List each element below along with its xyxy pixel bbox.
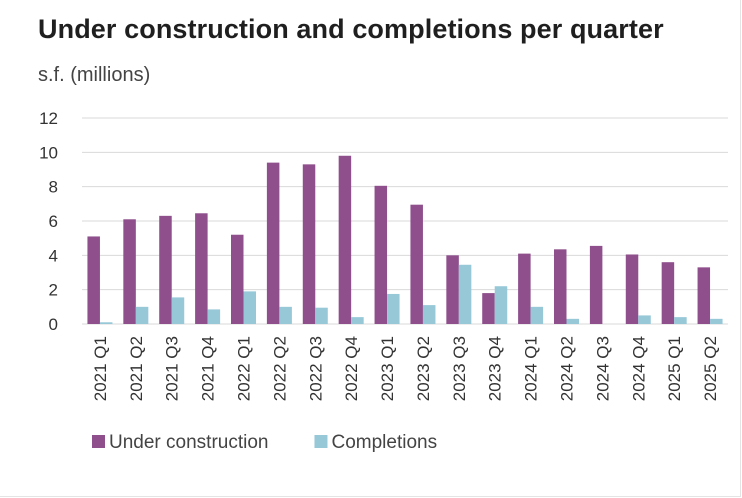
bar-under-construction-8	[374, 185, 388, 324]
bar-completions-12	[530, 306, 544, 324]
x-tick-label-1: 2021 Q2	[127, 336, 146, 401]
x-tick-label-8: 2023 Q1	[378, 336, 397, 401]
legend-label-1: Completions	[331, 432, 437, 453]
y-tick-label-12: 12	[39, 109, 58, 128]
bar-under-construction-0	[87, 236, 100, 324]
x-tick-label-17: 2025 Q2	[701, 336, 720, 401]
x-tick-label-0: 2021 Q1	[91, 336, 110, 401]
y-tick-label-4: 4	[49, 246, 58, 265]
bar-completions-5	[279, 306, 292, 324]
y-tick-label-10: 10	[39, 143, 58, 162]
x-tick-label-4: 2022 Q1	[235, 336, 254, 401]
bar-under-construction-7	[338, 155, 352, 324]
x-tick-label-7: 2022 Q4	[342, 336, 361, 401]
x-tick-label-13: 2024 Q2	[558, 336, 577, 401]
bar-under-construction-16	[661, 262, 675, 324]
x-tick-label-6: 2022 Q3	[306, 336, 325, 401]
bar-completions-0	[99, 322, 113, 324]
bar-completions-7	[351, 317, 364, 324]
bar-under-construction-1	[123, 219, 136, 324]
x-tick-label-11: 2023 Q4	[486, 336, 505, 401]
bar-under-construction-6	[302, 164, 316, 324]
bar-under-construction-17	[697, 267, 711, 324]
x-tick-label-3: 2021 Q4	[199, 336, 218, 401]
bar-completions-9	[422, 305, 436, 324]
bar-under-construction-3	[195, 213, 208, 324]
y-tick-label-0: 0	[49, 315, 58, 334]
bar-completions-11	[494, 286, 508, 324]
bar-under-construction-13	[554, 249, 567, 324]
bar-under-construction-15	[625, 254, 639, 324]
y-tick-label-8: 8	[49, 178, 58, 197]
bar-under-construction-9	[410, 204, 423, 324]
bar-completions-2	[171, 297, 185, 324]
x-tick-label-14: 2024 Q3	[593, 336, 612, 401]
bar-under-construction-4	[231, 234, 244, 324]
bar-completions-3	[207, 309, 221, 324]
bar-under-construction-10	[446, 255, 459, 324]
bar-completions-13	[566, 318, 579, 324]
legend-label-0: Under construction	[109, 432, 268, 453]
bar-under-construction-11	[482, 293, 495, 324]
bar-under-construction-5	[266, 162, 280, 324]
legend-swatch-0	[92, 435, 105, 448]
bar-completions-17	[710, 318, 723, 324]
x-tick-label-10: 2023 Q3	[450, 336, 469, 401]
chart-title: Under construction and completions per q…	[38, 14, 664, 44]
bar-under-construction-14	[589, 245, 603, 324]
bar-under-construction-12	[518, 253, 531, 324]
x-tick-label-12: 2024 Q1	[522, 336, 541, 401]
x-tick-label-15: 2024 Q4	[629, 336, 648, 401]
bar-completions-6	[315, 307, 328, 324]
y-axis-label: s.f. (millions)	[38, 64, 151, 86]
bar-completions-16	[674, 317, 687, 324]
bar-completions-8	[387, 293, 400, 324]
bar-completions-1	[135, 306, 149, 324]
y-tick-label-6: 6	[49, 212, 58, 231]
x-tick-label-9: 2023 Q2	[414, 336, 433, 401]
bar-completions-15	[638, 315, 651, 324]
y-tick-label-2: 2	[49, 281, 58, 300]
bar-completions-4	[243, 291, 256, 324]
bar-completions-10	[458, 264, 472, 324]
bar-under-construction-2	[159, 215, 172, 324]
x-tick-label-2: 2021 Q3	[163, 336, 182, 401]
legend-swatch-1	[314, 435, 328, 448]
x-tick-label-16: 2025 Q1	[665, 336, 684, 401]
x-tick-label-5: 2022 Q2	[270, 336, 289, 401]
